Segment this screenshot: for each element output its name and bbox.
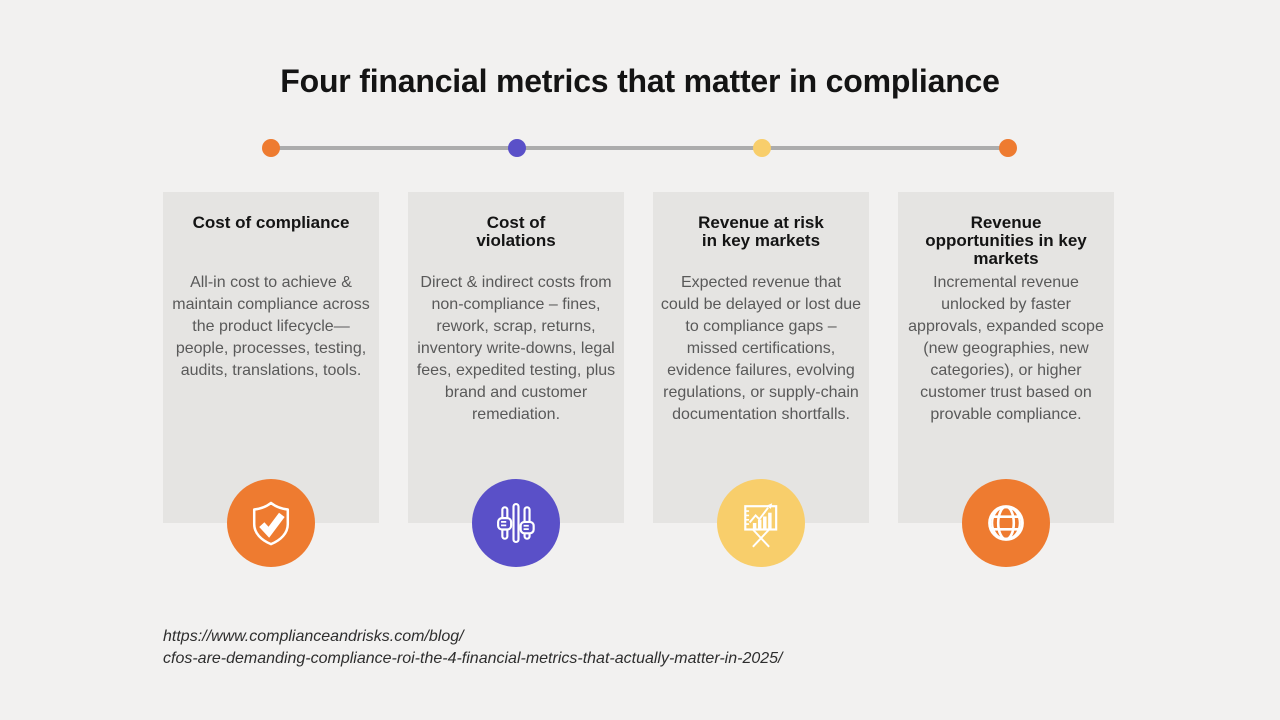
shield-check-icon xyxy=(227,479,315,567)
metric-card-revenue-at-risk: Revenue at risk in key markets Expected … xyxy=(653,192,869,567)
metric-card-revenue-opportunities: Revenue opportunities in key markets Inc… xyxy=(898,192,1114,567)
globe-icon xyxy=(962,479,1050,567)
page-title: Four financial metrics that matter in co… xyxy=(280,63,1000,99)
presentation-growth-chart-icon xyxy=(717,479,805,567)
source-url: https://www.complianceandrisks.com/blog/… xyxy=(163,628,783,667)
card-heading: Cost of violations xyxy=(476,213,556,250)
card-description: Expected revenue that could be delayed o… xyxy=(660,274,862,423)
timeline-dot-2 xyxy=(508,139,526,157)
card-heading: Revenue at risk in key markets xyxy=(698,213,824,250)
metric-card-cost-of-violations: Cost of violations Direct & indirect cos… xyxy=(408,192,624,567)
card-description: Incremental revenue unlocked by faster a… xyxy=(908,274,1104,423)
card-description: Direct & indirect costs from non-complia… xyxy=(416,274,616,423)
timeline-dot-4 xyxy=(999,139,1017,157)
card-heading: Revenue opportunities in key markets xyxy=(925,213,1087,268)
timeline-line xyxy=(271,146,1008,150)
timeline-dot-3 xyxy=(753,139,771,157)
timeline-dot-1 xyxy=(262,139,280,157)
metric-cards-row: Cost of compliance All-in cost to achiev… xyxy=(163,192,1114,567)
timeline xyxy=(0,139,1280,157)
card-description: All-in cost to achieve & maintain compli… xyxy=(172,274,370,379)
card-heading: Cost of compliance xyxy=(192,213,350,232)
metric-card-cost-of-compliance: Cost of compliance All-in cost to achiev… xyxy=(163,192,379,567)
prison-bars-icon xyxy=(472,479,560,567)
